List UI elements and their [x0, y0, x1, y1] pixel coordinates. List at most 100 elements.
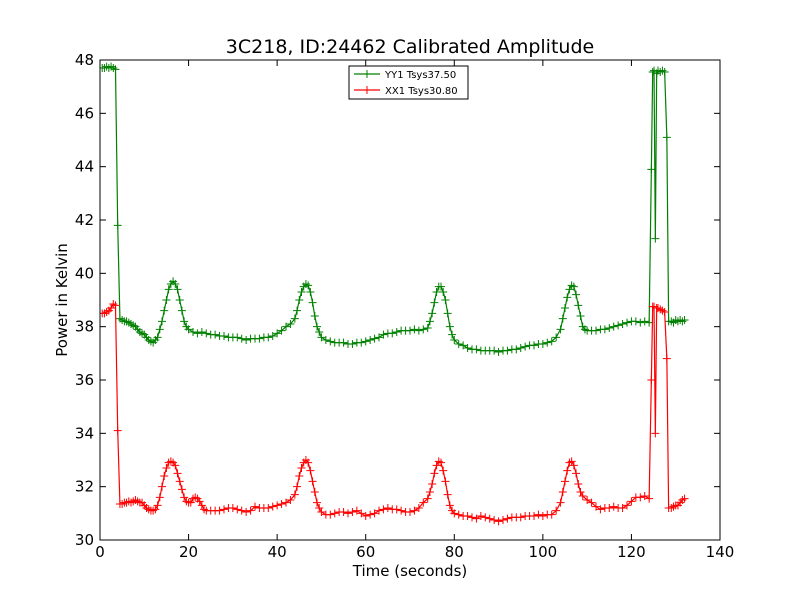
data-point [572, 290, 581, 299]
data-point [647, 165, 656, 174]
data-point [383, 504, 392, 512]
data-point [173, 469, 182, 478]
data-point [357, 509, 366, 518]
data-point [448, 330, 457, 339]
series-markers-2 [100, 300, 689, 526]
data-point [264, 333, 273, 342]
y-tick-label: 38 [75, 318, 94, 336]
data-point [228, 504, 237, 512]
data-point [113, 221, 122, 230]
data-point [567, 457, 576, 466]
data-point [290, 314, 299, 323]
data-point [344, 509, 352, 518]
data-point [592, 502, 600, 511]
legend-label-1: YY1 Tsys37.50 [384, 70, 456, 81]
data-point [268, 332, 277, 340]
data-point [419, 498, 428, 507]
data-point [177, 485, 186, 494]
x-tick-label: 20 [179, 543, 198, 561]
data-point [428, 309, 437, 318]
data-point [600, 325, 609, 334]
data-point [437, 458, 445, 467]
data-point [583, 496, 592, 504]
y-tick-label: 46 [75, 104, 94, 122]
data-point [443, 490, 452, 499]
data-point [315, 504, 324, 512]
data-point [678, 317, 687, 326]
data-point [357, 338, 366, 347]
data-point [468, 513, 476, 522]
data-point [406, 508, 414, 516]
data-point [304, 458, 313, 467]
data-point [295, 472, 304, 480]
chart-title: 3C218, ID:24462 Calibrated Amplitude [226, 36, 594, 58]
data-point [111, 65, 120, 74]
data-point [660, 308, 669, 316]
data-point [556, 498, 565, 507]
data-point [651, 234, 660, 243]
data-point [173, 285, 182, 294]
y-tick-label: 32 [75, 478, 94, 496]
data-point [627, 497, 636, 506]
data-point [339, 338, 348, 347]
data-point [516, 513, 525, 522]
x-tick-label: 40 [268, 543, 287, 561]
data-point [388, 329, 397, 338]
data-point [164, 285, 173, 294]
data-point [315, 328, 324, 336]
data-point [574, 480, 583, 488]
data-point [308, 298, 317, 307]
data-point [160, 472, 169, 480]
data-point [273, 329, 282, 338]
data-point [476, 512, 485, 520]
data-point [609, 502, 618, 511]
data-point [352, 506, 361, 515]
data-point [680, 494, 689, 503]
data-point [162, 464, 171, 472]
data-point [410, 325, 419, 334]
data-point [623, 318, 631, 327]
data-point [485, 514, 494, 523]
x-tick-label: 100 [529, 543, 558, 561]
data-point [640, 492, 649, 500]
legend-box [348, 65, 469, 100]
data-point [459, 341, 468, 350]
data-point [180, 493, 189, 502]
data-point [171, 461, 180, 470]
x-tick-label: 80 [445, 543, 464, 561]
data-point [450, 336, 459, 344]
data-point [516, 344, 525, 352]
data-point [326, 337, 335, 346]
data-point [552, 333, 561, 342]
data-point [662, 354, 671, 363]
data-point [521, 342, 530, 351]
data-point [578, 492, 587, 500]
data-point [425, 317, 434, 326]
data-point [313, 322, 321, 331]
data-point [645, 494, 654, 503]
data-point [563, 466, 572, 475]
data-point [348, 340, 357, 348]
data-point [587, 498, 596, 507]
data-point [463, 512, 472, 520]
data-point [277, 326, 286, 335]
data-point [592, 326, 600, 335]
data-point [648, 68, 657, 76]
data-point [472, 345, 481, 354]
data-point [197, 501, 206, 510]
y-tick-label: 30 [75, 531, 94, 549]
x-axis: 0 20 40 60 80 100 120 140 [95, 60, 734, 561]
data-point [660, 68, 669, 76]
series-markers-1 [100, 62, 689, 356]
data-point [534, 510, 543, 519]
data-point [162, 296, 171, 304]
data-point [410, 506, 419, 515]
data-point [494, 348, 503, 356]
y-tick-label: 36 [75, 371, 94, 389]
data-point [552, 506, 561, 515]
data-point [662, 133, 671, 142]
data-point [439, 466, 448, 475]
data-point [290, 490, 299, 499]
data-point [441, 477, 450, 486]
data-point [155, 325, 164, 334]
